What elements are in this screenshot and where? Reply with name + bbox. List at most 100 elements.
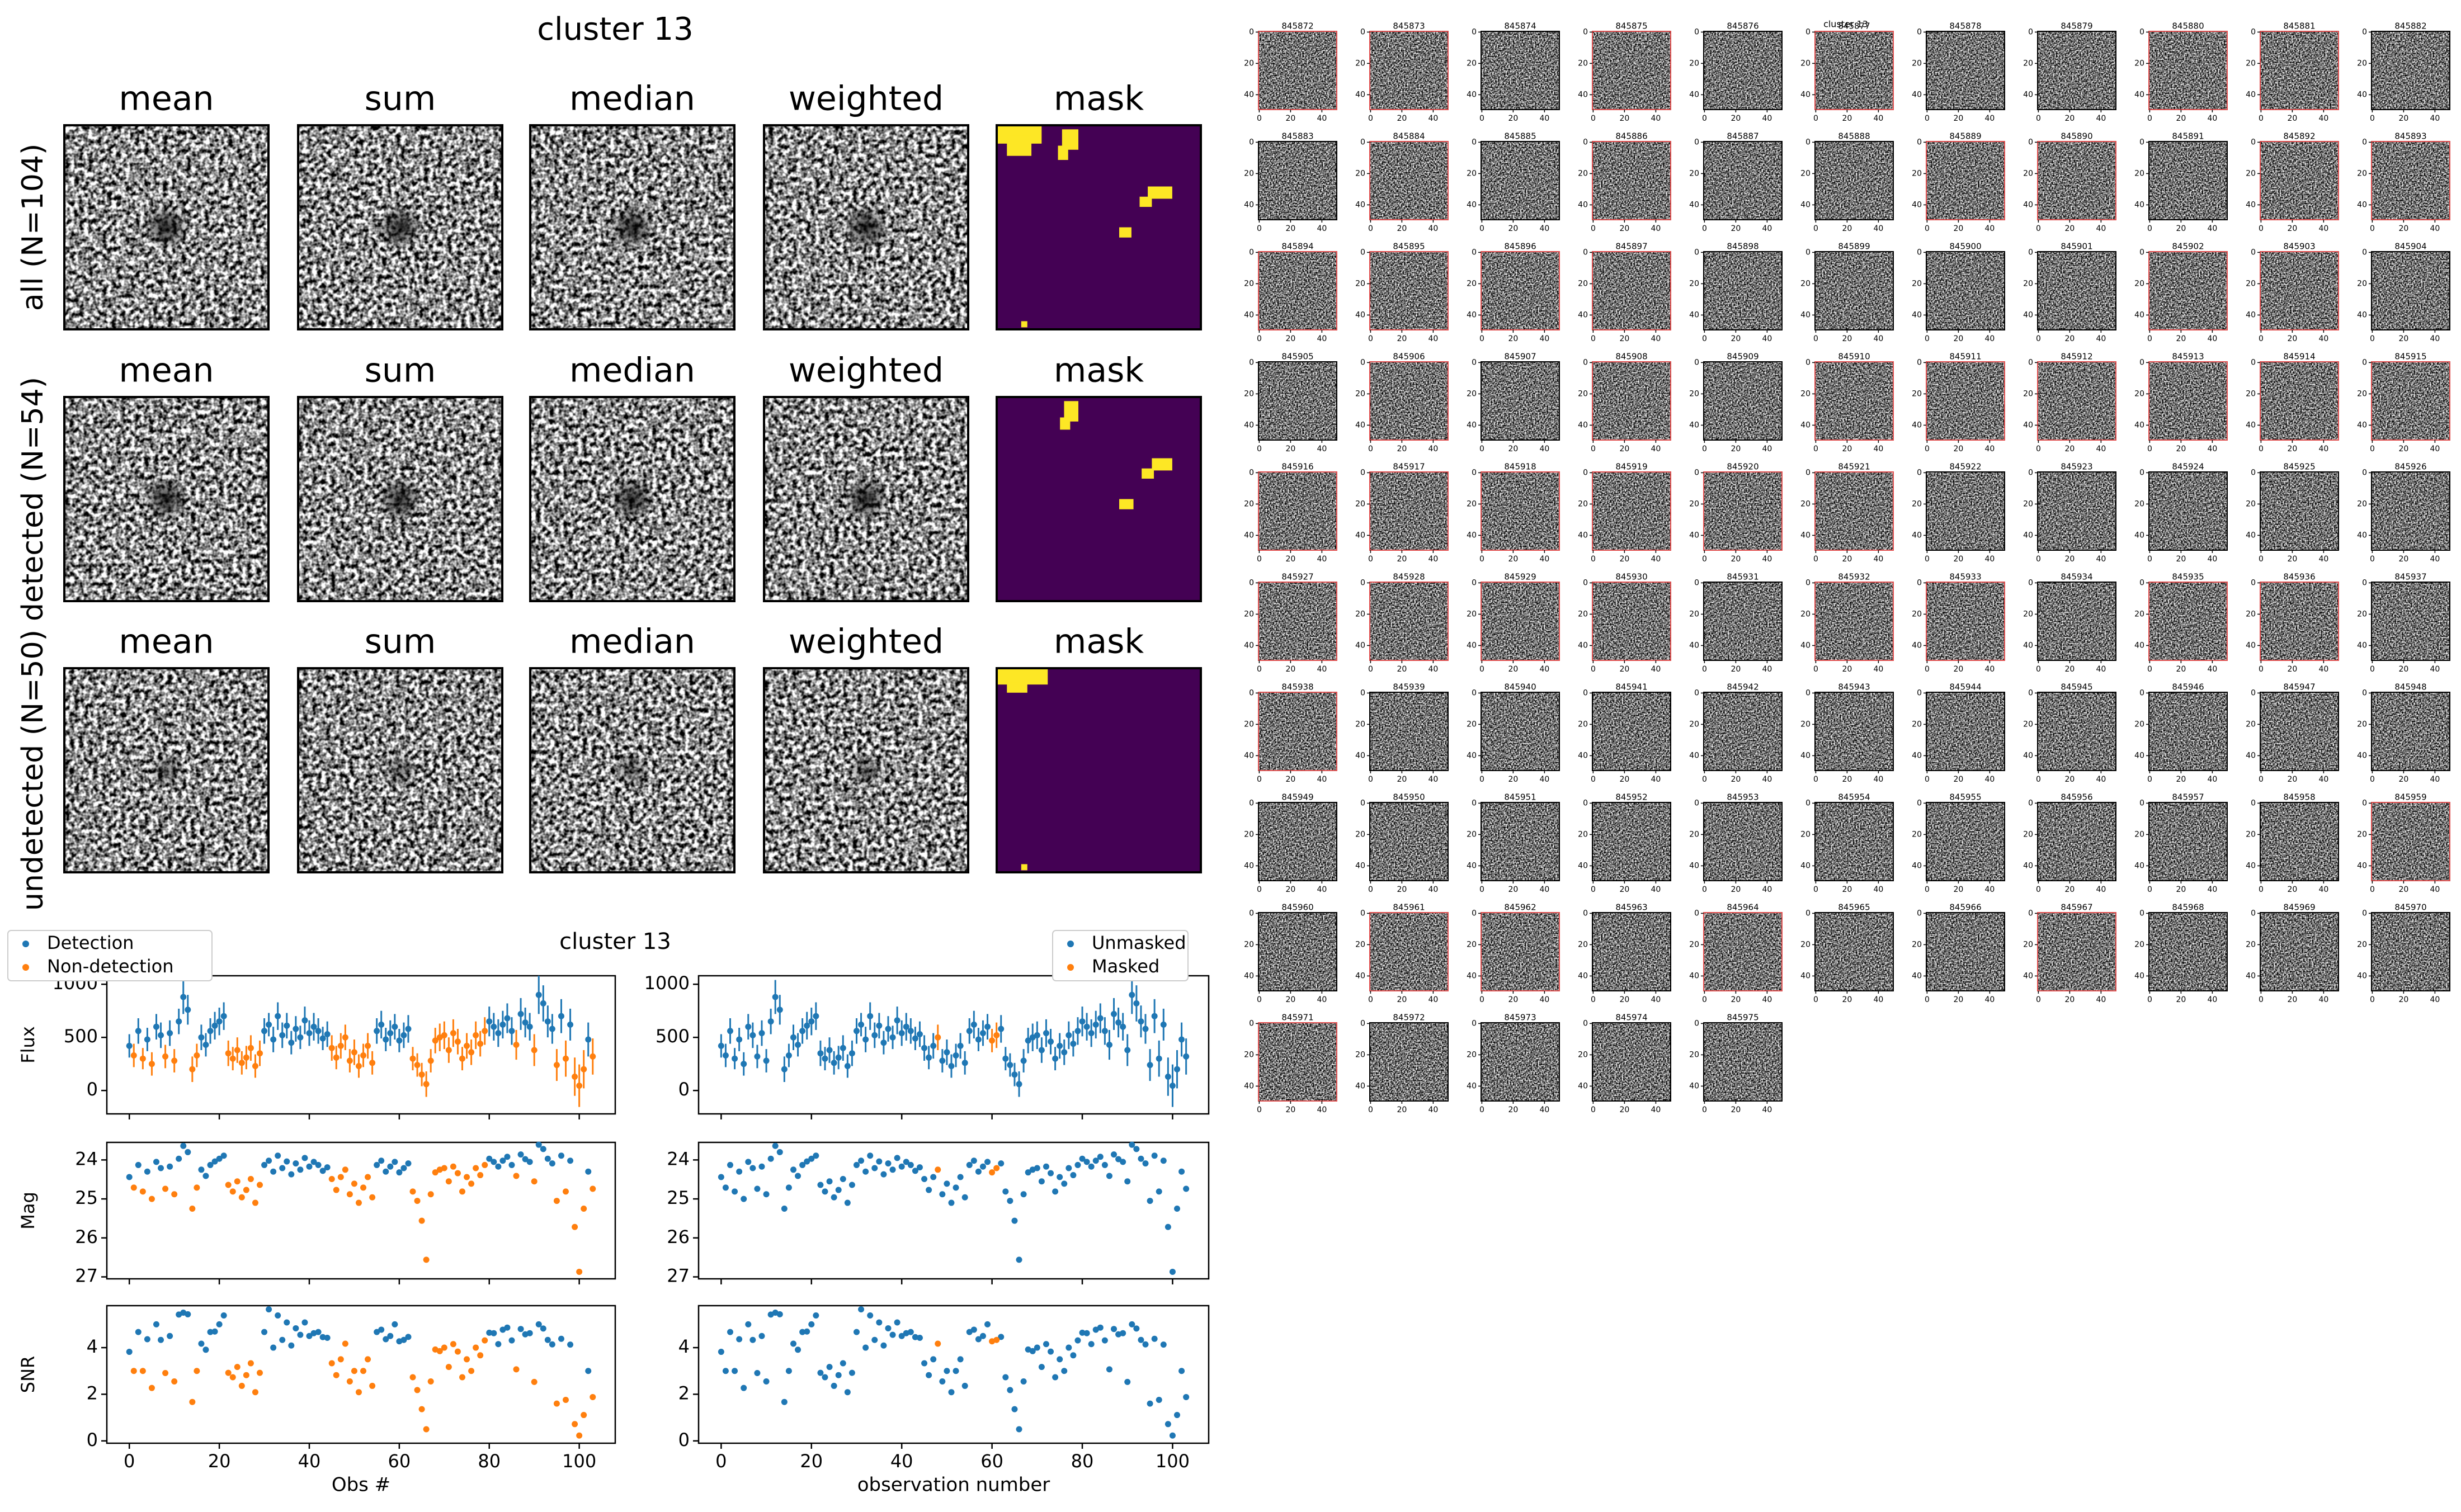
thumbnail-x-tick-label: 0 <box>1479 665 1484 674</box>
thumbnail-x-tick-label: 20 <box>2287 995 2297 1004</box>
point <box>916 1031 923 1037</box>
legend-box <box>7 930 213 981</box>
thumbnail-y-tick-label: 40 <box>1912 971 1922 980</box>
thumbnail-frame <box>1926 802 2005 881</box>
thumbnail-image <box>1592 692 1671 771</box>
point <box>328 1045 335 1051</box>
thumbnail-y-tick-label: 40 <box>1467 531 1477 540</box>
point <box>585 1368 592 1374</box>
thumbnail-id: 845902 <box>2172 242 2204 252</box>
thumbnail-x-tick-label: 20 <box>2064 445 2075 453</box>
thumbnail-y-tick-label: 0 <box>1917 248 1922 257</box>
point <box>876 1158 883 1165</box>
thumbnail-x-tick-label: 20 <box>1397 445 1407 453</box>
point <box>504 1154 511 1160</box>
point <box>553 1400 560 1407</box>
point <box>1142 1341 1149 1348</box>
legend-box <box>1052 930 1189 981</box>
thumbnail-y-tick-label: 0 <box>1472 798 1477 807</box>
point <box>1169 1432 1176 1439</box>
point <box>180 1142 187 1149</box>
point <box>817 1182 824 1188</box>
point <box>948 1063 955 1069</box>
point <box>944 1180 950 1187</box>
thumbnail-image <box>1592 1023 1671 1101</box>
thumbnail-x-tick-label: 0 <box>2259 885 2264 894</box>
thumbnail-x-tick-label: 0 <box>2147 334 2152 343</box>
thumbnail-x-tick-label: 40 <box>1651 224 1661 233</box>
thumbnail-image <box>1592 252 1671 330</box>
point <box>383 1336 389 1343</box>
thumbnail-x-tick-label: 0 <box>2036 885 2041 894</box>
thumbnail-id: 845962 <box>1504 903 1536 913</box>
thumbnail-y-tick-label: 40 <box>1467 861 1477 870</box>
thumbnail-id: 845885 <box>1504 131 1536 141</box>
point <box>953 1368 959 1374</box>
point <box>346 1057 353 1064</box>
thumbnail-id: 845964 <box>1727 903 1758 913</box>
thumbnail-y-tick-label: 40 <box>2023 200 2033 209</box>
thumbnail-id: 845898 <box>1727 242 1758 252</box>
point <box>835 1372 842 1378</box>
point <box>139 1368 146 1374</box>
panel-frame <box>996 396 1202 602</box>
point <box>808 1321 815 1327</box>
thumbnail-y-tick-label: 40 <box>1912 641 1922 650</box>
point <box>1007 1062 1013 1069</box>
thumbnail-frame <box>1926 912 2005 991</box>
thumbnail-y-tick-label: 40 <box>1800 90 1811 99</box>
thumbnail-y-tick-label: 20 <box>2357 609 2367 618</box>
thumbnail-frame <box>2037 141 2116 220</box>
thumbnail-x-tick-label: 40 <box>1317 775 1327 784</box>
lightcurve-title: cluster 13 <box>559 929 671 955</box>
point <box>176 1018 182 1025</box>
thumbnail-image <box>2260 31 2339 110</box>
point <box>970 1326 977 1333</box>
point <box>572 1421 578 1428</box>
thumbnail-x-tick-label: 0 <box>2036 224 2041 233</box>
thumbnail-y-tick-label: 40 <box>2246 971 2256 980</box>
point <box>486 1155 493 1162</box>
point <box>130 1184 137 1191</box>
point <box>423 1256 430 1263</box>
thumbnail-frame <box>1926 692 2005 771</box>
thumbnail-y-tick-label: 20 <box>1578 169 1588 178</box>
point <box>315 1329 322 1335</box>
source-blob <box>143 475 190 523</box>
thumbnail-frame <box>2371 251 2450 330</box>
point <box>360 1184 367 1191</box>
thumbnail-frame <box>1703 471 1783 551</box>
source-blob <box>842 204 890 251</box>
thumbnail-y-tick-label: 40 <box>1467 420 1477 429</box>
thumbnail-id: 845894 <box>1281 242 1313 252</box>
thumbnail-y-tick-label: 0 <box>2362 468 2367 477</box>
thumbnail-x-tick-label: 40 <box>2096 995 2106 1004</box>
point <box>369 1060 376 1066</box>
point <box>405 1334 412 1340</box>
point <box>257 1050 263 1057</box>
thumbnail-x-tick-label: 0 <box>1591 334 1596 343</box>
thumbnail-y-tick-label: 40 <box>1689 531 1699 540</box>
point <box>1151 1335 1158 1342</box>
thumbnail-x-tick-label: 40 <box>1317 995 1327 1004</box>
point <box>454 1348 461 1355</box>
point <box>369 1194 376 1201</box>
thumbnail-y-tick-label: 0 <box>2028 468 2033 477</box>
point <box>926 1187 932 1193</box>
thumbnail-x-tick-label: 40 <box>2430 555 2440 564</box>
thumbnail-x-tick-label: 0 <box>1925 445 1930 453</box>
thumbnail-x-tick-label: 20 <box>1842 224 1852 233</box>
thumbnail-y-tick-label: 40 <box>1244 310 1254 319</box>
thumbnail-y-tick-label: 20 <box>1578 609 1588 618</box>
point <box>211 1022 218 1029</box>
thumbnail-x-tick-label: 20 <box>1953 665 1963 674</box>
point <box>930 1042 937 1049</box>
point <box>567 1157 574 1164</box>
thumbnail-y-tick-label: 40 <box>2023 641 2033 650</box>
point <box>1133 1325 1140 1332</box>
point <box>198 1166 205 1173</box>
point <box>826 1178 833 1185</box>
thumbnail-frame <box>1369 471 1449 551</box>
thumbnail-x-tick-label: 40 <box>1873 775 1883 784</box>
thumbnail-image <box>1704 362 1782 440</box>
